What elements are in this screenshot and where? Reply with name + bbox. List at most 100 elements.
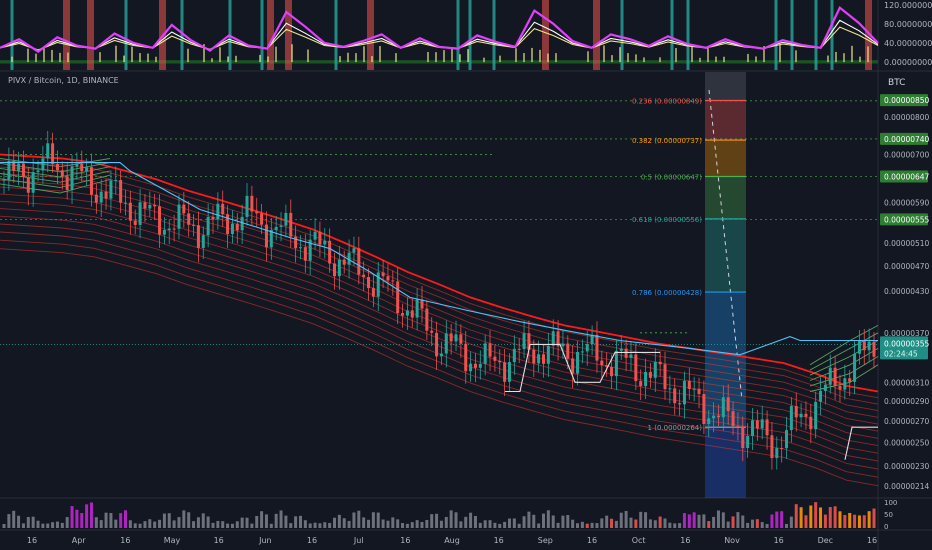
volume-bar (357, 510, 361, 528)
ma-ribbon-line (0, 153, 879, 393)
volume-bar (376, 512, 380, 528)
ma-ribbon-line (0, 193, 879, 432)
volume-bar (765, 523, 769, 528)
volume-bar (658, 516, 662, 528)
volume-bar (17, 515, 21, 528)
candle-body (624, 348, 628, 358)
fib-level-label: 0.618 (0.00000556) (632, 216, 702, 224)
volume-bar (721, 512, 725, 528)
volume-bar (162, 513, 166, 528)
volume-bar (279, 510, 283, 528)
candle-body (682, 380, 686, 405)
candle-body (119, 180, 123, 203)
candle-body (746, 435, 750, 449)
volume-bar (483, 520, 487, 528)
volume-bar (226, 523, 230, 528)
candle-body (780, 448, 784, 450)
ma-ribbon-line (0, 239, 879, 478)
volume-bar (133, 523, 137, 528)
price-tick-label: 0.00000370 (884, 329, 930, 338)
volume-bar (629, 517, 633, 528)
candle-body (716, 415, 720, 418)
candle-body (148, 204, 152, 209)
volume-bar (503, 521, 507, 528)
candle-body (512, 348, 516, 363)
oscillator-green-bar (814, 0, 818, 70)
candle-body (857, 340, 861, 354)
candle-body (488, 343, 492, 357)
candle-body (158, 206, 162, 235)
candle-body (464, 343, 468, 372)
volume-bar (7, 514, 11, 528)
price-highlight-tag (880, 132, 928, 145)
candle-body (551, 331, 555, 346)
candle-body (177, 204, 181, 229)
candle-body (114, 180, 118, 182)
candle-body (590, 334, 594, 345)
candle-body (221, 203, 225, 215)
price-tick-label: 0.00000230 (884, 462, 930, 471)
volume-bar (12, 510, 16, 528)
candle-body (828, 367, 832, 385)
candle-body (576, 352, 580, 374)
price-tick-label: 0.00000430 (884, 287, 930, 296)
candle-body (264, 224, 268, 248)
ma-ribbon-green (0, 166, 111, 178)
ma-ribbon-line (0, 166, 879, 405)
trend-stepline (0, 162, 878, 356)
volume-bar (799, 507, 803, 528)
volume-bar (707, 521, 711, 528)
volume-bar (731, 516, 735, 528)
candle-body (99, 191, 103, 203)
volume-bar (75, 509, 79, 528)
candle-body (799, 413, 803, 418)
candle-body (2, 179, 6, 181)
candle-body (503, 362, 507, 382)
volume-bar (26, 517, 30, 528)
candle-body (153, 204, 157, 207)
candle-body (41, 158, 45, 171)
price-tick-label: 0.00000850 (884, 96, 930, 105)
volume-bar (833, 506, 837, 528)
volume-bar (201, 513, 205, 528)
candle-body (765, 419, 769, 436)
volume-bar (124, 510, 128, 528)
volume-bar (459, 521, 463, 528)
volume-bar (55, 521, 59, 528)
price-tick-label: 0.00000250 (884, 438, 930, 447)
candle-body (240, 216, 244, 231)
candle-body (187, 213, 191, 225)
time-tick-label: 16 (680, 536, 690, 545)
candle-body (585, 344, 589, 352)
volume-bar (2, 524, 6, 528)
volume-bar (114, 519, 118, 528)
candle-body (376, 272, 380, 297)
oscillator-green-bar (492, 0, 496, 70)
volume-bar (498, 523, 502, 528)
volume-bar (809, 505, 813, 528)
price-tick-label: 0.00000740 (884, 135, 930, 144)
candle-body (527, 333, 531, 350)
fib-zone-bottom (705, 427, 746, 498)
candle-body (201, 235, 205, 248)
candle-body (425, 308, 429, 331)
volume-bar (41, 523, 45, 528)
volume-bar (391, 517, 395, 528)
candle-body (172, 228, 176, 230)
fib-level-label: 0.5 (0.00000647) (641, 173, 702, 181)
candle-body (629, 354, 633, 358)
volume-bar (780, 511, 784, 528)
candle-body (556, 331, 560, 347)
volume-bar (595, 523, 599, 528)
ma-ribbon-line (0, 208, 879, 447)
candle-body (571, 358, 575, 374)
time-tick-label: May (164, 536, 181, 545)
candle-body (809, 416, 813, 430)
candle-body (473, 363, 477, 368)
volume-bar (848, 512, 852, 528)
volume-bar (755, 519, 759, 528)
candle-body (192, 224, 196, 226)
volume-bar (682, 513, 686, 528)
volume-bar (250, 523, 254, 528)
candle-body (415, 299, 419, 318)
